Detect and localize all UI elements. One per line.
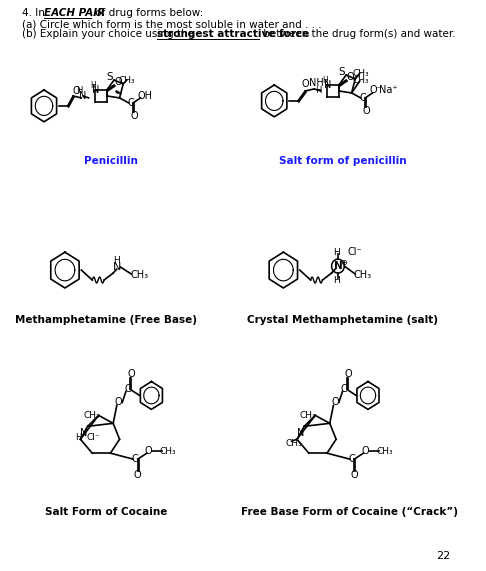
Text: O: O xyxy=(115,77,122,87)
Text: CH₃: CH₃ xyxy=(352,77,369,86)
Text: Salt form of penicillin: Salt form of penicillin xyxy=(278,156,406,166)
Text: CH₃: CH₃ xyxy=(131,270,149,280)
Text: N: N xyxy=(79,91,87,101)
Text: CH₃: CH₃ xyxy=(159,447,176,456)
Text: CH₃: CH₃ xyxy=(119,75,135,85)
Text: Cl⁻: Cl⁻ xyxy=(348,247,363,257)
Text: EACH PAIR: EACH PAIR xyxy=(44,9,105,18)
Text: CH₃: CH₃ xyxy=(299,411,316,420)
Text: O: O xyxy=(130,111,138,121)
Text: O: O xyxy=(363,106,370,116)
Text: (b) Explain your choice using the: (b) Explain your choice using the xyxy=(22,29,197,39)
Text: (a) Circle which form is the most soluble in water and . . .: (a) Circle which form is the most solubl… xyxy=(22,19,322,29)
Text: between the drug form(s) and water.: between the drug form(s) and water. xyxy=(260,29,455,39)
Text: O: O xyxy=(350,470,358,480)
Text: O: O xyxy=(115,397,122,408)
Text: 4. In: 4. In xyxy=(22,9,48,18)
Text: Methamphetamine (Free Base): Methamphetamine (Free Base) xyxy=(15,315,197,325)
Text: N: N xyxy=(92,85,100,95)
Text: Free Base Form of Cocaine (“Crack”): Free Base Form of Cocaine (“Crack”) xyxy=(241,507,458,517)
Text: Na⁺: Na⁺ xyxy=(379,85,398,95)
Text: C: C xyxy=(359,93,366,103)
Text: H: H xyxy=(76,86,83,95)
Text: H: H xyxy=(90,82,96,90)
Text: H: H xyxy=(113,256,120,264)
Text: CH₃: CH₃ xyxy=(285,439,302,448)
Text: O: O xyxy=(344,368,352,379)
Text: H: H xyxy=(75,433,82,442)
Text: H: H xyxy=(333,248,340,256)
Text: H: H xyxy=(315,86,321,95)
Text: N: N xyxy=(297,428,304,439)
Text: S: S xyxy=(338,67,345,77)
Text: O: O xyxy=(362,446,369,456)
Text: H: H xyxy=(333,276,340,284)
Text: O: O xyxy=(331,397,339,408)
Text: Salt Form of Cocaine: Salt Form of Cocaine xyxy=(45,507,167,517)
Text: O: O xyxy=(145,446,153,456)
Text: N: N xyxy=(113,262,121,272)
Text: ⊕: ⊕ xyxy=(340,258,347,267)
Text: CH₃: CH₃ xyxy=(352,69,369,78)
Text: O: O xyxy=(73,86,81,96)
Text: N: N xyxy=(324,80,331,90)
Text: strongest attractive force: strongest attractive force xyxy=(157,29,309,39)
Text: Penicillin: Penicillin xyxy=(84,156,138,166)
Text: Cl⁻: Cl⁻ xyxy=(87,433,100,442)
Text: NH: NH xyxy=(309,78,324,88)
Text: O: O xyxy=(301,79,309,89)
Text: of drug forms below:: of drug forms below: xyxy=(92,9,204,18)
Text: O: O xyxy=(127,368,135,379)
Text: C: C xyxy=(124,384,131,395)
Text: 22: 22 xyxy=(435,550,450,561)
Text: C: C xyxy=(127,98,134,108)
Text: N: N xyxy=(333,261,342,271)
Text: O: O xyxy=(134,470,141,480)
Text: O: O xyxy=(347,72,354,82)
Text: Crystal Methamphetamine (salt): Crystal Methamphetamine (salt) xyxy=(247,315,438,325)
Text: C: C xyxy=(132,454,139,464)
Text: CH₃: CH₃ xyxy=(83,411,100,420)
Text: O⁻: O⁻ xyxy=(370,85,382,95)
Text: CH₃: CH₃ xyxy=(353,270,372,280)
Text: C: C xyxy=(341,384,347,395)
Text: C: C xyxy=(348,454,355,464)
Text: S: S xyxy=(106,72,113,82)
Text: H: H xyxy=(322,77,328,86)
Text: OH: OH xyxy=(138,91,153,101)
Text: CH₃: CH₃ xyxy=(376,447,393,456)
Text: N: N xyxy=(80,428,88,439)
